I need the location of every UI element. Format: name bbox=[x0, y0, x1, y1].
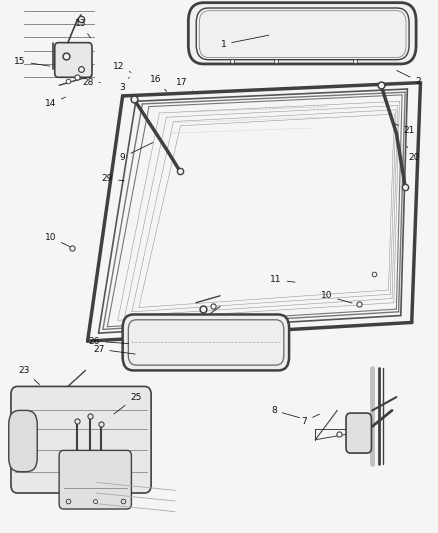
Text: 7: 7 bbox=[301, 414, 319, 425]
Text: 10: 10 bbox=[45, 233, 70, 247]
Text: 25: 25 bbox=[114, 393, 141, 414]
FancyBboxPatch shape bbox=[123, 314, 289, 370]
Text: 28: 28 bbox=[82, 78, 100, 87]
Text: 13: 13 bbox=[75, 20, 90, 38]
Text: 21: 21 bbox=[395, 124, 415, 135]
Text: 17: 17 bbox=[176, 78, 193, 90]
Text: 16: 16 bbox=[150, 76, 167, 91]
FancyBboxPatch shape bbox=[188, 3, 416, 64]
FancyBboxPatch shape bbox=[55, 43, 92, 77]
FancyBboxPatch shape bbox=[11, 386, 151, 493]
Text: 1: 1 bbox=[220, 35, 269, 49]
FancyBboxPatch shape bbox=[346, 413, 371, 453]
Text: 20: 20 bbox=[406, 146, 420, 161]
Text: 26: 26 bbox=[88, 337, 129, 345]
Text: 14: 14 bbox=[45, 97, 65, 108]
Text: 8: 8 bbox=[271, 406, 300, 418]
Text: 15: 15 bbox=[14, 57, 50, 66]
Text: 11: 11 bbox=[270, 276, 295, 284]
Text: 29: 29 bbox=[102, 174, 124, 183]
Text: 3: 3 bbox=[119, 77, 129, 92]
FancyBboxPatch shape bbox=[59, 450, 131, 509]
Text: 9: 9 bbox=[120, 142, 153, 161]
Text: 27: 27 bbox=[93, 345, 135, 354]
FancyBboxPatch shape bbox=[9, 410, 37, 472]
Text: 10: 10 bbox=[321, 292, 352, 303]
Text: 2: 2 bbox=[397, 70, 421, 85]
Text: 12: 12 bbox=[113, 62, 131, 72]
Text: 23: 23 bbox=[18, 366, 39, 384]
